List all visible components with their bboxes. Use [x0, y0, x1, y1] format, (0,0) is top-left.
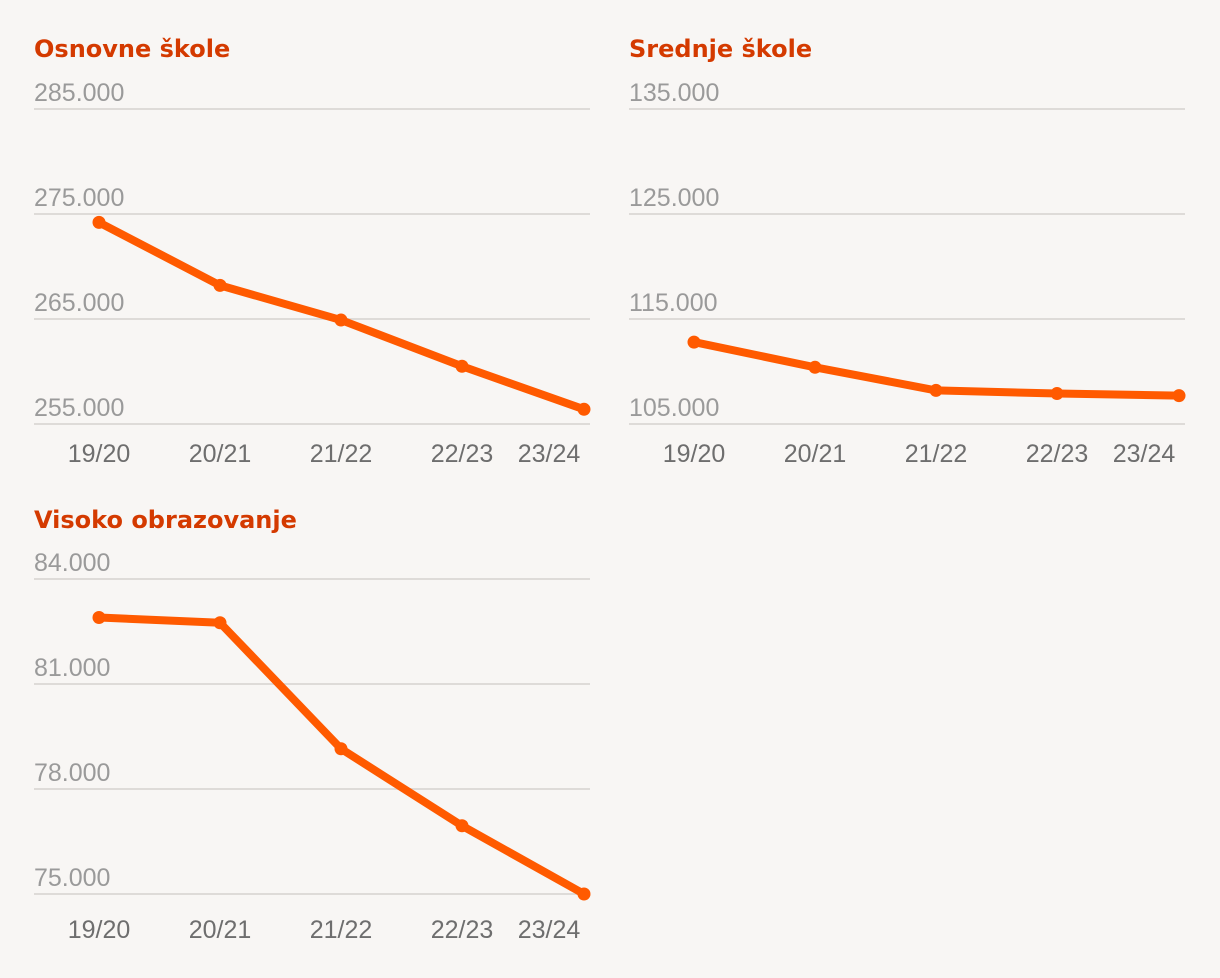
y-tick-label: 255.000: [34, 394, 124, 422]
y-tick-label: 285.000: [34, 79, 124, 107]
y-tick-label: 125.000: [629, 184, 719, 212]
chart-title: Srednje škole: [629, 35, 812, 63]
data-point: [334, 313, 348, 327]
y-tick-label: 105.000: [629, 394, 719, 422]
y-tick-label: 265.000: [34, 289, 124, 317]
series-line: [95, 613, 588, 898]
x-tick-label: 21/22: [905, 440, 968, 468]
x-tick-label: 21/22: [310, 440, 373, 468]
chart-osnovne-skole: Osnovne škole 285.000 275.000 265.000 255.0…: [34, 35, 591, 468]
y-tick-label: 84.000: [34, 549, 110, 577]
data-point: [808, 360, 822, 374]
data-point: [455, 359, 469, 373]
y-tick-label: 275.000: [34, 184, 124, 212]
x-tick-label: 20/21: [784, 440, 847, 468]
y-tick-label: 115.000: [629, 289, 718, 317]
x-tick-label: 20/21: [189, 440, 252, 468]
data-point: [334, 742, 348, 756]
x-tick-label: 23/24: [518, 440, 581, 468]
x-tick-label: 19/20: [68, 916, 131, 944]
x-tick-label: 23/24: [518, 916, 581, 944]
x-tick-label: 22/23: [431, 916, 494, 944]
x-tick-label: 23/24: [1113, 440, 1176, 468]
x-tick-label: 22/23: [1026, 440, 1089, 468]
data-point: [92, 611, 106, 624]
y-tick-label: 81.000: [34, 654, 110, 682]
data-point: [455, 819, 469, 833]
chart-srednje-skole: Srednje škole 135.000 125.000 115.000 105.0…: [629, 35, 1186, 468]
chart-visoko-obrazovanje: Visoko obrazovanje 84.000 81.000 78.000 75.…: [34, 506, 591, 944]
data-point: [1172, 389, 1186, 403]
y-tick-label: 78.000: [34, 759, 110, 787]
data-point: [213, 616, 227, 630]
x-tick-label: 19/20: [68, 440, 131, 468]
y-tick-label: 75.000: [34, 864, 110, 892]
data-point: [1050, 387, 1064, 401]
x-tick-label: 21/22: [310, 916, 373, 944]
data-point: [577, 887, 591, 901]
y-tick-label: 135.000: [629, 79, 719, 107]
data-point: [92, 215, 106, 229]
data-point: [687, 335, 701, 349]
data-point: [213, 278, 227, 292]
chart-title: Visoko obrazovanje: [34, 506, 297, 534]
x-tick-label: 19/20: [663, 440, 726, 468]
data-point: [577, 402, 591, 416]
x-tick-label: 20/21: [189, 916, 252, 944]
chart-title: Osnovne škole: [34, 35, 230, 63]
data-point: [929, 383, 943, 397]
x-tick-label: 22/23: [431, 440, 494, 468]
